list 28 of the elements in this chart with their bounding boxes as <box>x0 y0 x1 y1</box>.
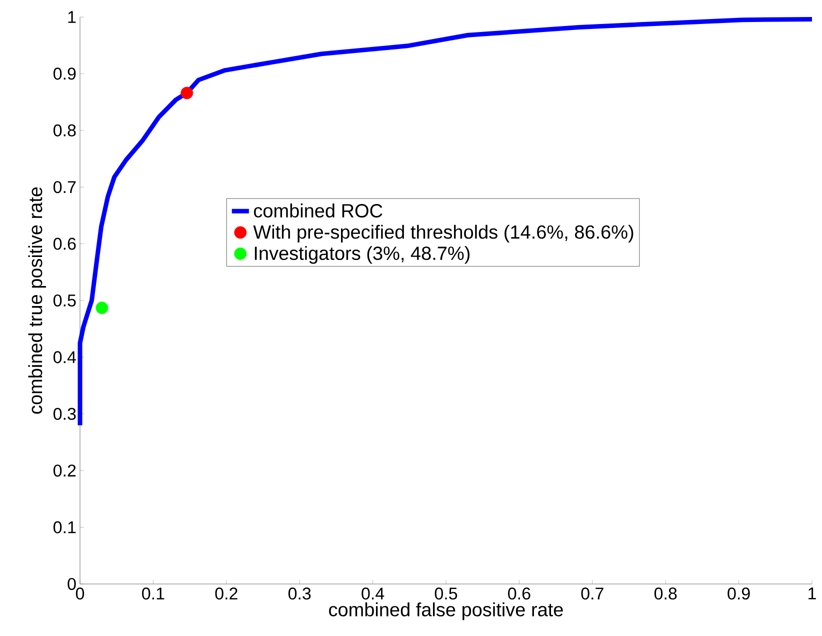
legend-label: Investigators (3%, 48.7%) <box>254 246 470 264</box>
x-tick-label: 0.8 <box>654 588 677 600</box>
x-tick-label: 0.6 <box>508 588 530 600</box>
legend-label: combined ROC <box>254 204 382 218</box>
x-tick-label: 0 <box>76 588 84 600</box>
y-tick-label: 0.1 <box>54 521 76 534</box>
x-tick-label: 0.7 <box>581 588 604 600</box>
y-tick-label: 0.4 <box>54 351 76 364</box>
y-tick-label: 0.6 <box>54 238 76 250</box>
x-tick-label: 0.4 <box>362 588 384 600</box>
y-tick-label: 0 <box>68 578 76 590</box>
y-tick-label: 0.2 <box>54 464 76 477</box>
x-tick-label: 0.9 <box>728 588 750 600</box>
x-tick-label: 0.2 <box>215 588 238 600</box>
y-tick-label: 0.5 <box>54 294 76 307</box>
x-tick-label: 0.1 <box>142 588 164 600</box>
y-tick-label: 0.9 <box>54 68 76 80</box>
y-tick-label: 0.8 <box>54 124 76 136</box>
y-tick-label: 0.3 <box>54 408 76 420</box>
y-tick-label: 0.7 <box>54 181 76 194</box>
y-axis-title: combined true positive rate <box>28 187 46 414</box>
x-tick-label: 1 <box>808 588 816 600</box>
x-axis-title: combined false positive rate <box>329 602 563 620</box>
x-tick-label: 0.5 <box>434 588 458 600</box>
y-tick-label: 1 <box>68 11 76 23</box>
line-series <box>78 17 814 428</box>
x-tick-label: 0.3 <box>288 588 311 600</box>
legend-label: With pre-specified thresholds (14.6%, 86.6%) <box>253 224 634 243</box>
